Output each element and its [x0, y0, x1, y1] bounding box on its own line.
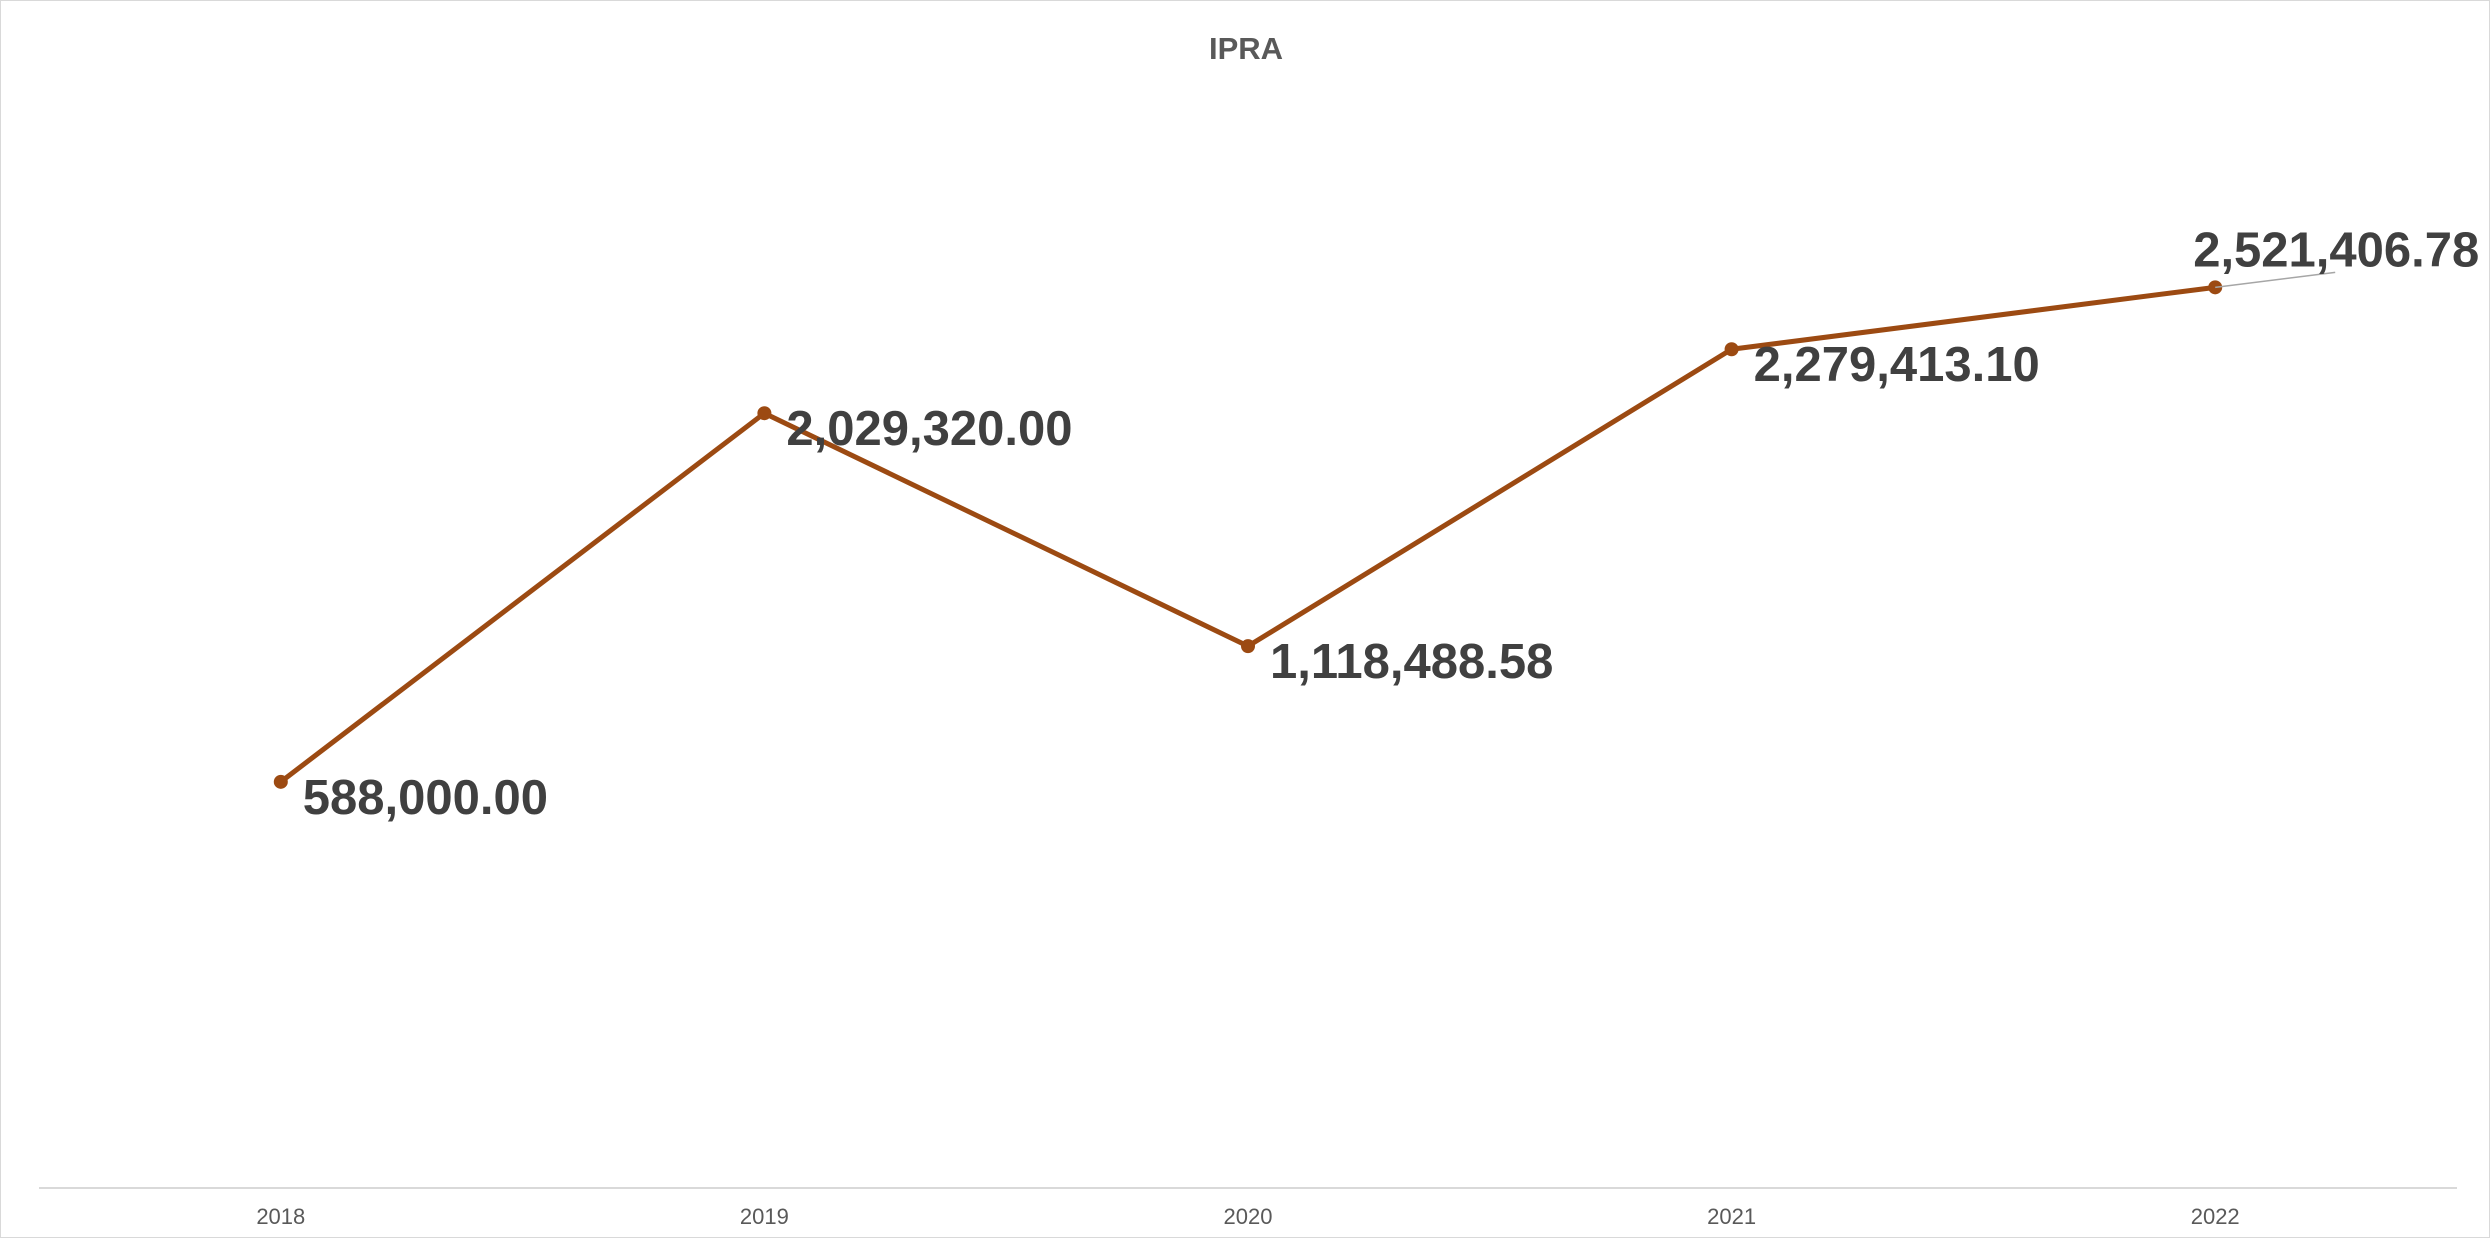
data-label: 2,029,320.00	[786, 402, 1072, 456]
x-axis: 2018 2019 2020 2021 2022	[39, 1187, 2457, 1229]
x-tick-label: 2022	[2191, 1204, 2240, 1229]
data-point-marker	[757, 406, 772, 421]
data-label: 2,279,413.10	[1754, 338, 2040, 392]
data-point-marker	[273, 774, 288, 789]
data-label: 1,118,488.58	[1270, 635, 1553, 689]
x-tick-label: 2021	[1707, 1204, 1756, 1229]
leader-line	[2215, 271, 2336, 289]
data-point-marker	[1241, 639, 1255, 654]
x-tick-label: 2019	[740, 1204, 789, 1229]
data-label: 588,000.00	[303, 771, 548, 825]
series-ipra	[273, 280, 2223, 789]
x-tick-label: 2018	[256, 1204, 305, 1229]
x-tick-label: 2020	[1224, 1204, 1273, 1229]
data-labels: 588,000.00 2,029,320.00 1,118,488.58 2,279,…	[303, 223, 2480, 824]
chart-title: IPRA	[1209, 31, 1283, 66]
data-point-marker	[1724, 342, 1739, 357]
data-label: 2,521,406.78	[2193, 223, 2479, 277]
